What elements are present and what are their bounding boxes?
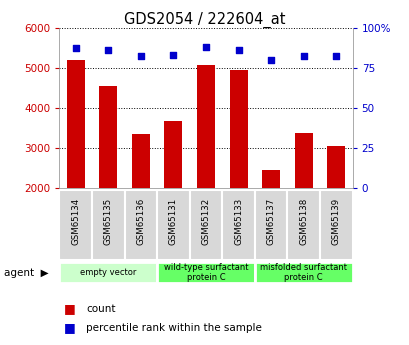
Text: percentile rank within the sample: percentile rank within the sample [86, 323, 261, 333]
Point [332, 54, 339, 59]
Bar [157, 262, 254, 284]
Bar [319, 190, 352, 260]
Bar [222, 190, 254, 260]
Text: GSM65134: GSM65134 [71, 198, 80, 246]
Point [170, 52, 176, 58]
Bar [254, 190, 287, 260]
Bar [59, 262, 157, 284]
Text: misfolded surfactant
protein C: misfolded surfactant protein C [260, 263, 346, 282]
Text: agent  ▶: agent ▶ [4, 268, 49, 277]
Bar [197, 65, 214, 188]
Text: GSM65131: GSM65131 [169, 198, 178, 246]
Point [105, 47, 111, 53]
Bar [164, 121, 182, 188]
Text: ■: ■ [63, 302, 75, 315]
Text: GSM65137: GSM65137 [266, 198, 275, 246]
Text: ■: ■ [63, 321, 75, 334]
Bar [132, 134, 149, 188]
Text: empty vector: empty vector [80, 268, 136, 277]
Bar [157, 190, 189, 260]
Bar [99, 86, 117, 188]
Bar [92, 190, 124, 260]
Text: count: count [86, 304, 115, 314]
Text: GSM65132: GSM65132 [201, 198, 210, 246]
Point [267, 57, 274, 62]
Text: wild-type surfactant
protein C: wild-type surfactant protein C [163, 263, 248, 282]
Bar [124, 190, 157, 260]
Point [202, 44, 209, 50]
Text: GSM65138: GSM65138 [299, 198, 308, 246]
Bar [326, 146, 344, 188]
Point [300, 54, 306, 59]
Text: GDS2054 / 222604_at: GDS2054 / 222604_at [124, 12, 285, 28]
Text: GSM65135: GSM65135 [103, 198, 112, 246]
Bar [229, 70, 247, 188]
Bar [254, 262, 352, 284]
Bar [294, 133, 312, 188]
Bar [59, 190, 92, 260]
Point [137, 54, 144, 59]
Bar [67, 60, 85, 188]
Text: GSM65139: GSM65139 [331, 198, 340, 245]
Bar [287, 190, 319, 260]
Text: GSM65136: GSM65136 [136, 198, 145, 246]
Text: GSM65133: GSM65133 [234, 198, 243, 246]
Point [235, 47, 241, 53]
Bar [189, 190, 222, 260]
Point [72, 46, 79, 51]
Bar [262, 170, 279, 188]
